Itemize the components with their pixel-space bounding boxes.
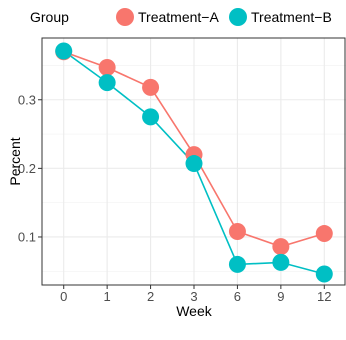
x-axis-title: Week — [176, 303, 213, 319]
legend-label-1: Treatment−B — [251, 9, 332, 25]
data-point-1-3 — [185, 155, 203, 173]
data-point-1-4 — [228, 255, 246, 273]
data-point-0-1 — [98, 59, 116, 77]
x-tick-label: 1 — [104, 289, 111, 304]
y-axis-title: Percent — [7, 137, 23, 185]
data-point-1-2 — [142, 108, 160, 126]
y-axis-ticks: 0.1 0.2 0.3 — [18, 92, 42, 244]
data-point-0-6 — [315, 225, 333, 243]
y-tick-label: 0.1 — [18, 229, 36, 244]
legend-key-0 — [116, 8, 134, 26]
x-tick-label: 6 — [234, 289, 241, 304]
series-points — [55, 42, 333, 283]
data-point-1-6 — [315, 265, 333, 283]
x-tick-label: 12 — [317, 289, 331, 304]
x-tick-label: 0 — [60, 289, 67, 304]
x-tick-label: 9 — [277, 289, 284, 304]
data-point-1-0 — [55, 42, 73, 60]
y-tick-label: 0.3 — [18, 92, 36, 107]
data-point-1-1 — [98, 74, 116, 92]
data-point-1-5 — [272, 253, 290, 271]
x-axis-ticks: 0 1 2 3 6 9 12 — [60, 285, 332, 304]
legend-label-0: Treatment−A — [138, 9, 219, 25]
data-point-0-5 — [272, 238, 290, 256]
legend: Group Treatment−A Treatment−B — [30, 8, 332, 26]
data-point-0-2 — [142, 78, 160, 96]
x-tick-label: 2 — [147, 289, 154, 304]
data-point-0-4 — [228, 222, 246, 240]
y-tick-label: 0.2 — [18, 161, 36, 176]
legend-title: Group — [30, 9, 69, 25]
legend-key-1 — [229, 8, 247, 26]
x-tick-label: 3 — [190, 289, 197, 304]
